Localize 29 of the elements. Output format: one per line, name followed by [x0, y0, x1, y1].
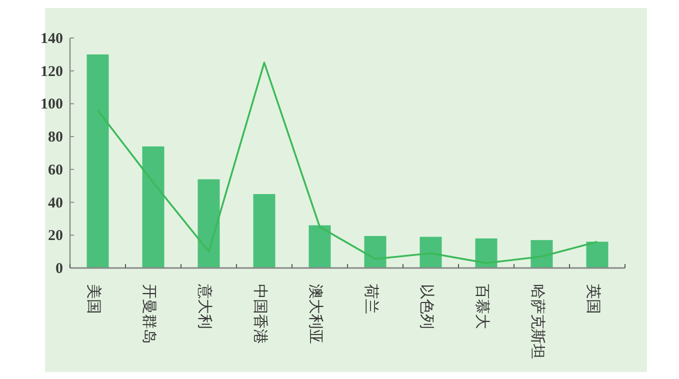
y-tick-label: 40 — [48, 195, 63, 212]
bar — [586, 242, 608, 268]
y-tick-label: 80 — [48, 130, 63, 146]
x-tick-label: 英国 — [584, 284, 602, 314]
x-tick-label: 美国 — [84, 284, 103, 314]
y-tick-label: 20 — [48, 228, 63, 244]
y-tick-label: 0 — [56, 261, 63, 277]
x-tick-label: 哈萨克斯坦 — [528, 284, 547, 359]
x-tick-label: 荷兰 — [362, 284, 380, 314]
x-tick-label: 百慕大 — [473, 284, 492, 329]
bar — [308, 225, 331, 268]
x-tick-label: 以色列 — [418, 284, 436, 329]
bar — [475, 238, 498, 268]
x-tick-label: 中国香港 — [251, 284, 270, 344]
bar — [142, 146, 164, 268]
x-tick-label: 开曼群岛 — [140, 284, 158, 344]
x-tick-label: 澳大利亚 — [306, 284, 325, 344]
y-tick-label: 100 — [40, 96, 63, 113]
bar — [86, 54, 109, 268]
y-tick-label: 120 — [40, 64, 63, 80]
y-tick-label: 140 — [40, 31, 63, 47]
x-tick-label: 意大利 — [196, 283, 214, 329]
y-tick-label: 60 — [48, 162, 63, 178]
line-series — [96, 62, 598, 264]
bar — [530, 240, 553, 268]
bar — [364, 236, 386, 268]
bar — [198, 179, 220, 268]
bar — [253, 194, 276, 268]
bar — [420, 236, 442, 268]
